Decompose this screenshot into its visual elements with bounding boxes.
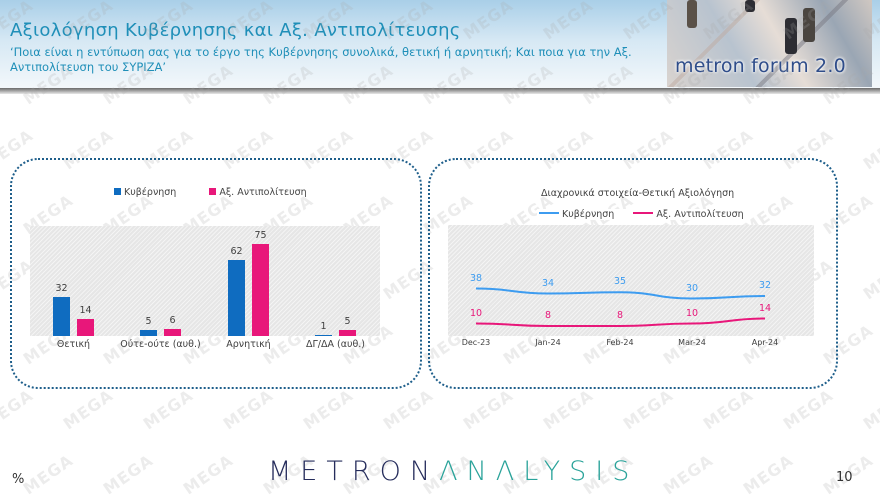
line-value-label: 8 — [544, 310, 552, 321]
bar-value-label: 1 — [320, 320, 327, 332]
bar-value-label: 62 — [230, 245, 243, 257]
page-number: 10 — [836, 470, 853, 485]
bar-antipolitevsi — [164, 328, 181, 336]
line-value-label: 8 — [616, 310, 624, 321]
bar-antipolitevsi — [77, 318, 94, 336]
line-chart-legend: Κυβέρνηση Αξ. Αντιπολίτευση — [537, 209, 746, 220]
metron-analysis-logo: METRONΛNΛLYSIS — [268, 456, 639, 487]
x-axis-tick-label: Apr-24 — [751, 338, 779, 347]
bar-category-label: Αρνητική — [226, 339, 271, 350]
line-antipolitevsi — [475, 317, 766, 328]
legend-item-kyvernisi: Κυβέρνηση — [114, 187, 176, 198]
bar-antipolitevsi — [252, 243, 269, 336]
legend-item-antipolitevsi: Αξ. Αντιπολίτευση — [209, 187, 307, 198]
legend-swatch-blue-icon — [114, 188, 121, 195]
bar-kyvernisi — [315, 334, 332, 336]
line-chart-plot-area — [448, 225, 814, 336]
unit-label: % — [12, 472, 25, 487]
line-value-label: 10 — [469, 307, 483, 319]
line-value-label: 35 — [613, 276, 627, 288]
photo-figure — [745, 0, 755, 12]
bar-value-label: 5 — [344, 315, 351, 327]
header-divider — [0, 88, 880, 94]
x-axis-tick-label: Mar-24 — [678, 338, 706, 347]
line-value-label: 34 — [541, 277, 555, 289]
metron-forum-text: metron forum 2.0 — [675, 55, 846, 77]
x-axis-tick-label: Dec-23 — [461, 338, 491, 347]
bar-value-label: 5 — [145, 315, 152, 327]
bar-chart-panel — [10, 158, 422, 389]
legend-item-kyvernisi: Κυβέρνηση — [539, 209, 614, 220]
slide-title: Αξιολόγηση Κυβέρνησης και Αξ. Αντιπολίτε… — [10, 20, 461, 41]
bar-kyvernisi — [228, 259, 245, 336]
metron-forum-badge: metron forum 2.0 — [667, 0, 872, 87]
bar-value-label: 32 — [55, 282, 68, 294]
bar-antipolitevsi — [339, 329, 356, 336]
legend-swatch-pink-icon — [209, 188, 217, 195]
bar-category-label: Ούτε-ούτε (αυθ.) — [120, 339, 201, 350]
line-value-label: 30 — [685, 282, 699, 294]
slide-subtitle: ‘Ποια είναι η εντύπωση σας για το έργο τ… — [10, 45, 632, 74]
photo-figure — [803, 8, 815, 42]
line-value-label: 10 — [685, 307, 699, 319]
legend-line-blue-icon — [539, 212, 559, 214]
line-value-label: 38 — [469, 272, 483, 284]
line-value-label: 32 — [758, 280, 772, 291]
bar-category-label: ΔΓ/ΔΑ (αυθ.) — [305, 339, 365, 350]
legend-item-antipolitevsi: Αξ. Αντιπολίτευση — [633, 209, 744, 220]
x-axis-tick-label: Feb-24 — [606, 338, 634, 347]
line-value-label: 14 — [758, 302, 772, 314]
bar-kyvernisi — [53, 296, 70, 336]
bar-kyvernisi — [140, 329, 157, 336]
bar-value-label: 6 — [169, 314, 176, 326]
line-kyvernisi — [475, 287, 766, 300]
line-chart-title: Διαχρονικά στοιχεία-Θετική Αξιολόγηση — [541, 188, 735, 199]
bar-category-label: Θετική — [56, 339, 91, 350]
line-chart-panel — [428, 158, 838, 389]
photo-figure — [687, 0, 697, 28]
bar-chart-legend: Κυβέρνηση Αξ. Αντιπολίτευση — [114, 187, 307, 198]
photo-figure — [785, 18, 797, 54]
slide-header: Αξιολόγηση Κυβέρνησης και Αξ. Αντιπολίτε… — [0, 0, 880, 90]
x-axis-tick-label: Jan-24 — [535, 338, 561, 347]
bar-chart-plot-area — [30, 226, 380, 336]
bar-value-label: 14 — [79, 304, 92, 316]
bar-value-label: 75 — [254, 229, 267, 241]
legend-line-pink-icon — [633, 212, 654, 214]
